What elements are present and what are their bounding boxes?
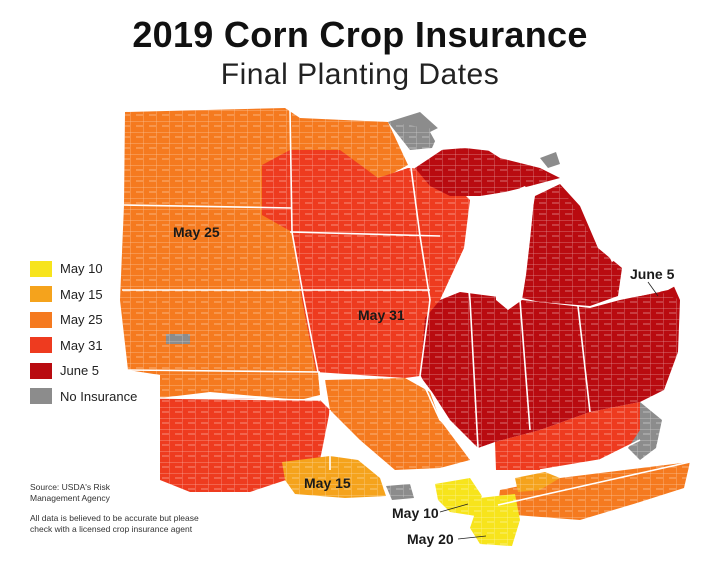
legend-item-june-5: June 5: [30, 358, 137, 384]
legend-swatch: [30, 337, 52, 354]
state-borders: [122, 109, 691, 506]
lake-erie: [622, 268, 690, 296]
legend-swatch: [30, 286, 52, 303]
legend-swatch: [30, 388, 52, 405]
label-may-20: May 20: [407, 531, 454, 547]
legend-swatch: [30, 311, 52, 328]
legend-item-may-25: May 25: [30, 307, 137, 333]
footnotes: Source: USDA's Risk Management Agency Al…: [30, 482, 215, 535]
lake-huron: [585, 190, 640, 262]
lake-superior: [430, 108, 560, 152]
legend-label: June 5: [60, 363, 100, 379]
legend-swatch: [30, 362, 52, 379]
legend-item-may-10: May 10: [30, 256, 137, 282]
legend-label: May 15: [60, 286, 103, 302]
label-may-15: May 15: [304, 475, 351, 491]
disclaimer-note: All data is believed to be accurate but …: [30, 513, 199, 534]
label-may-25: May 25: [173, 224, 220, 240]
legend-label: No Insurance: [60, 388, 138, 404]
legend-label: May 31: [60, 337, 103, 353]
map-title: 2019 Corn Crop Insurance: [132, 14, 588, 55]
legend-item-may-31: May 31: [30, 333, 137, 359]
region-no-insurance-mi: [540, 152, 560, 168]
legend: May 10 May 15 May 25 May 31 June 5 No In…: [30, 256, 137, 409]
label-may-31: May 31: [358, 307, 405, 323]
source-note: Source: USDA's Risk Management Agency: [30, 482, 111, 503]
label-may-10: May 10: [392, 505, 439, 521]
map-subtitle: Final Planting Dates: [220, 58, 500, 91]
legend-item-no-insurance: No Insurance: [30, 384, 137, 410]
legend-swatch: [30, 260, 52, 277]
legend-label: May 25: [60, 312, 103, 328]
leader-lines: [439, 281, 659, 540]
lake-michigan: [495, 186, 534, 310]
legend-item-may-15: May 15: [30, 282, 137, 308]
label-june-5: June 5: [630, 266, 675, 282]
county-texture: [120, 108, 690, 546]
legend-label: May 10: [60, 261, 103, 277]
